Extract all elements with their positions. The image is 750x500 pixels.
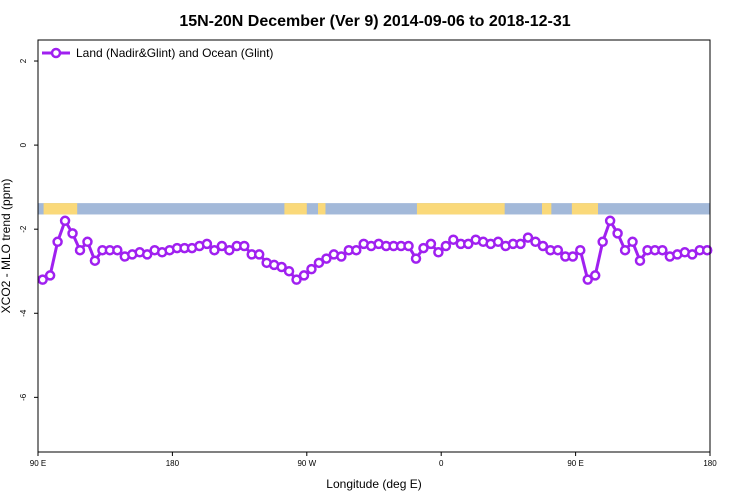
legend: Land (Nadir&Glint) and Ocean (Glint): [42, 46, 273, 60]
data-point: [448, 234, 459, 245]
x-tick-label: 90 E: [567, 459, 583, 468]
data-point: [313, 257, 325, 269]
data-point: [597, 236, 608, 248]
data-point: [224, 244, 235, 256]
legend-label: Land (Nadir&Glint) and Ocean (Glint): [76, 46, 273, 60]
y-axis: 2 0 -2 -4 -6: [19, 58, 38, 401]
data-point: [112, 244, 123, 256]
data-point: [201, 238, 213, 250]
data-point: [492, 236, 504, 248]
data-point: [567, 251, 579, 262]
y-tick-label: -6: [19, 393, 28, 401]
data-point: [515, 238, 526, 250]
x-tick-label: 90 W: [297, 459, 316, 468]
x-axis-label: Longitude (deg E): [326, 477, 421, 491]
data-point: [463, 238, 474, 250]
x-axis: 90 E 180 90 W 0 90 E 180: [30, 452, 717, 468]
y-tick-label: 2: [19, 58, 28, 63]
data-point: [619, 244, 631, 256]
land-patch: [284, 203, 307, 215]
x-tick-label: 90 E: [30, 459, 46, 468]
data-point: [59, 215, 71, 227]
data-point: [403, 240, 414, 252]
data-point: [283, 265, 295, 277]
data-point: [37, 274, 48, 285]
chart-title: 15N-20N December (Ver 9) 2014-09-06 to 2…: [179, 13, 570, 30]
data-point: [141, 249, 153, 260]
data-point: [82, 236, 93, 248]
data-point: [657, 244, 668, 256]
data-point: [627, 236, 638, 248]
data-point: [306, 263, 317, 275]
data-point: [291, 274, 302, 285]
data-point: [74, 244, 86, 256]
data-point: [522, 232, 534, 243]
legend-marker: [50, 47, 62, 59]
data-point: [433, 247, 444, 258]
data-point: [612, 228, 623, 239]
data-point: [604, 215, 616, 227]
data-point: [239, 240, 250, 252]
data-point: [425, 238, 437, 250]
data-point: [440, 240, 452, 252]
data-point: [530, 236, 541, 248]
series-layer: [37, 215, 713, 285]
x-tick-label: 0: [439, 459, 444, 468]
data-point: [418, 242, 429, 254]
data-point: [687, 249, 698, 260]
map-strip: [38, 203, 710, 215]
data-point: [634, 255, 646, 266]
x-tick-label: 180: [166, 459, 180, 468]
y-axis-label: XCO2 - MLO trend (ppm): [0, 179, 13, 314]
land-patch: [43, 203, 78, 215]
ocean-band: [38, 203, 710, 215]
data-point: [44, 270, 56, 281]
data-point: [216, 240, 228, 252]
data-point: [351, 244, 362, 256]
data-point: [67, 228, 78, 239]
data-point: [537, 240, 549, 252]
data-point: [575, 244, 586, 256]
y-tick-label: -4: [19, 309, 28, 317]
data-point: [410, 253, 422, 264]
x-tick-label: 180: [703, 459, 717, 468]
data-point: [253, 249, 265, 260]
data-point: [298, 270, 310, 281]
data-point: [336, 251, 347, 262]
data-point: [52, 236, 63, 248]
data-point: [552, 244, 564, 256]
land-patch: [571, 203, 598, 215]
data-point: [89, 255, 101, 266]
y-tick-label: -2: [19, 225, 28, 233]
data-point: [276, 261, 287, 273]
land-patch: [542, 203, 552, 215]
plot-frame: [37, 39, 711, 453]
data-point: [701, 244, 713, 256]
data-point: [582, 274, 593, 285]
land-patch: [318, 203, 326, 215]
data-point: [321, 253, 332, 264]
y-tick-label: 0: [19, 142, 28, 147]
data-point: [209, 244, 220, 256]
data-point: [589, 270, 601, 281]
land-patch: [416, 203, 505, 215]
